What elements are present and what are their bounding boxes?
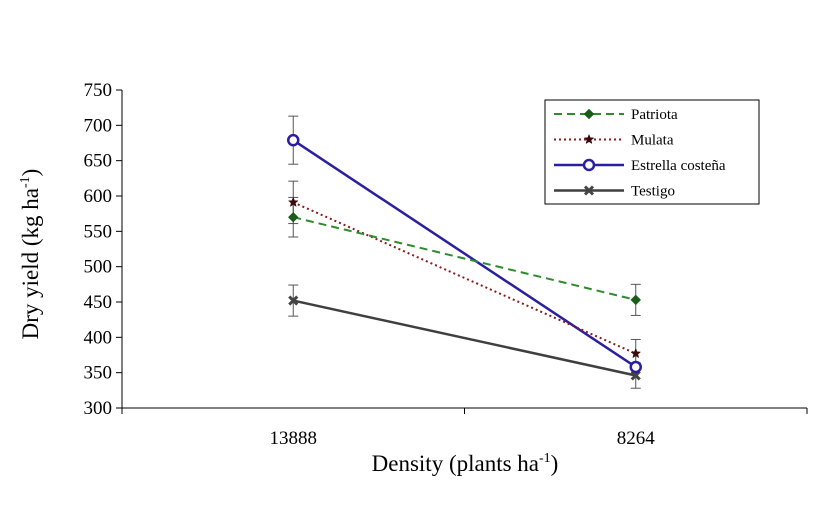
y-tick-label: 350: [84, 363, 113, 384]
legend-marker: [582, 158, 596, 172]
legend-entry: Mulata: [554, 133, 674, 149]
legend-entry: Testigo: [554, 184, 675, 200]
data-point: [287, 133, 300, 147]
x-tick-label: 8264: [617, 428, 656, 449]
y-tick-label: 600: [84, 186, 113, 207]
data-point: [288, 211, 299, 223]
y-tick-label: 550: [84, 221, 113, 242]
axes: 300 350 400 450 500 550 600 650 700 750 13888 8264: [84, 80, 808, 449]
y-tick-label: 300: [84, 398, 113, 419]
data-point: [630, 294, 641, 306]
y-tick-label: 400: [84, 327, 113, 348]
series-line-mulata: [292, 201, 637, 355]
legend-entry: Estrella costeña: [554, 158, 726, 174]
series-line-estrella-costeña: [292, 139, 637, 369]
y-tick-label: 500: [84, 257, 113, 278]
legend-label: Testigo: [631, 184, 675, 200]
data-point: [630, 370, 641, 381]
data-point: [288, 295, 299, 306]
x-axis-title: Density (plants ha-1): [372, 451, 559, 476]
y-tick-label: 450: [84, 292, 113, 313]
y-tick-label: 700: [84, 115, 113, 136]
legend-label: Mulata: [631, 133, 674, 149]
series-layer: [287, 115, 642, 389]
y-tick-label: 750: [84, 80, 113, 101]
legend-marker: [583, 133, 595, 145]
legend-label: Estrella costeña: [631, 158, 726, 174]
data-point: [629, 360, 642, 374]
y-tick-label: 650: [84, 151, 113, 172]
data-point: [287, 196, 299, 207]
data-point: [630, 347, 642, 359]
series-line-testigo: [292, 299, 637, 377]
legend: Patriota Mulata Estrella costeña Testigo: [544, 99, 760, 205]
series-line-patriota: [293, 216, 636, 301]
legend-marker: [583, 108, 595, 120]
x-tick-label: 13888: [270, 428, 318, 449]
legend-entry: Patriota: [554, 107, 678, 123]
y-axis-title: Dry yield (kg ha-1): [18, 169, 43, 340]
legend-box: [544, 99, 760, 205]
legend-label: Patriota: [631, 107, 678, 123]
legend-marker: [583, 185, 595, 196]
